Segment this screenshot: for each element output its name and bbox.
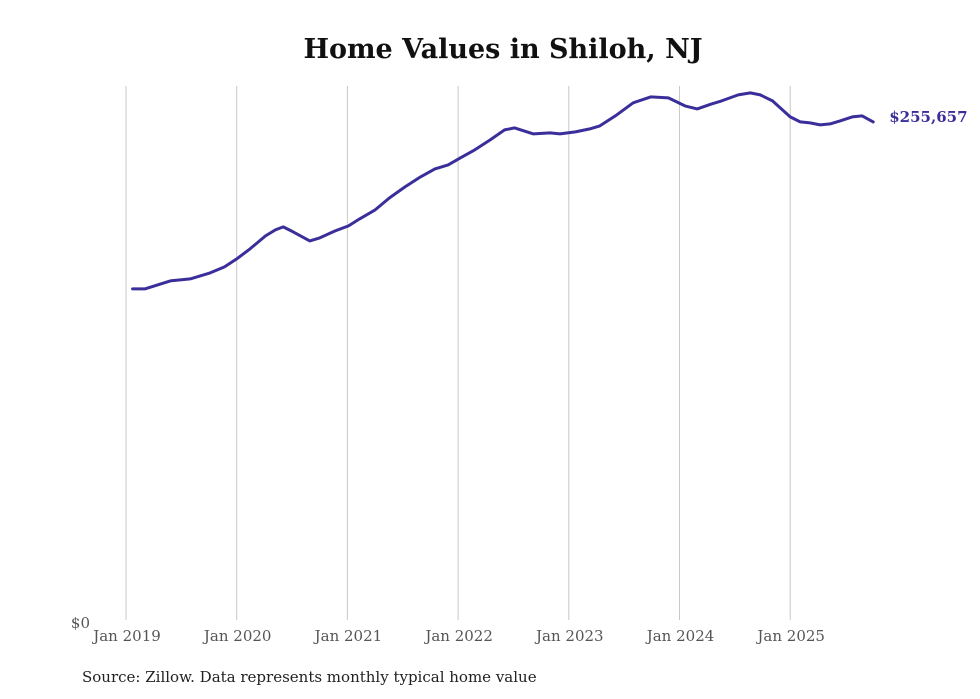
chart-title: Home Values in Shiloh, NJ bbox=[303, 34, 702, 65]
x-tick-label: Jan 2022 bbox=[423, 627, 493, 645]
x-tick-label: Jan 2024 bbox=[645, 627, 715, 645]
y-axis-ticks: $0 bbox=[71, 614, 90, 632]
x-tick-label: Jan 2021 bbox=[313, 627, 383, 645]
series-line bbox=[131, 91, 875, 291]
end-value-label: $255,657 bbox=[889, 108, 967, 126]
gridlines bbox=[125, 86, 791, 620]
x-tick-label: Jan 2020 bbox=[202, 627, 272, 645]
x-tick-label: Jan 2023 bbox=[534, 627, 604, 645]
y-tick-label: $0 bbox=[71, 614, 90, 632]
x-axis-ticks: Jan 2019 Jan 2020 Jan 2021 Jan 2022 Jan 2023… bbox=[91, 627, 825, 645]
x-tick-label: Jan 2019 bbox=[91, 627, 161, 645]
source-note: Source: Zillow. Data represents monthly … bbox=[82, 668, 537, 686]
x-tick-label: Jan 2025 bbox=[755, 627, 825, 645]
series-lines: $255,657 bbox=[131, 91, 968, 291]
